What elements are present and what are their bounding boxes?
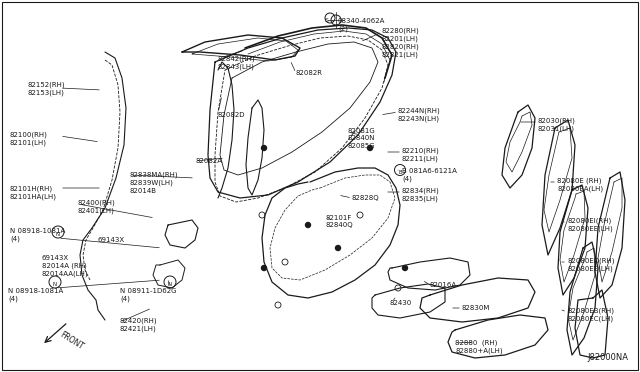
Text: B 081A6-6121A
(4): B 081A6-6121A (4) bbox=[402, 168, 457, 182]
Text: 82101F
82840Q: 82101F 82840Q bbox=[325, 215, 353, 228]
Circle shape bbox=[262, 266, 266, 270]
Text: 82082R: 82082R bbox=[296, 70, 323, 76]
Text: 82080E (RH)
82080EA(LH): 82080E (RH) 82080EA(LH) bbox=[557, 178, 603, 192]
Text: N 08911-1D62G
(4): N 08911-1D62G (4) bbox=[120, 288, 177, 302]
Text: 82280(RH)
82201(LH)
82820(RH)
82821(LH): 82280(RH) 82201(LH) 82820(RH) 82821(LH) bbox=[382, 28, 420, 58]
Text: 82842(RH)
82843(LH): 82842(RH) 82843(LH) bbox=[218, 55, 255, 70]
Circle shape bbox=[335, 246, 340, 250]
Text: FRONT: FRONT bbox=[58, 330, 85, 352]
Text: 82080ED(RH)
82080EE(LH): 82080ED(RH) 82080EE(LH) bbox=[567, 258, 614, 273]
Text: N: N bbox=[56, 231, 60, 237]
Text: 82210(RH)
82211(LH): 82210(RH) 82211(LH) bbox=[402, 148, 440, 163]
Text: 82080EI(RH)
82080EE(LH): 82080EI(RH) 82080EE(LH) bbox=[567, 218, 612, 232]
Text: 82838MA(RH)
82839W(LH)
82014B: 82838MA(RH) 82839W(LH) 82014B bbox=[130, 172, 179, 194]
Text: 82244N(RH)
82243N(LH): 82244N(RH) 82243N(LH) bbox=[398, 108, 441, 122]
Text: 82152(RH)
82153(LH): 82152(RH) 82153(LH) bbox=[28, 82, 66, 96]
Circle shape bbox=[367, 145, 372, 151]
Text: N 08918-1081A
(4): N 08918-1081A (4) bbox=[8, 288, 63, 302]
Text: 82430: 82430 bbox=[390, 300, 412, 306]
Text: 82834(RH)
82835(LH): 82834(RH) 82835(LH) bbox=[402, 188, 440, 202]
Text: J82000NA: J82000NA bbox=[587, 353, 628, 362]
Text: 82100(RH)
82101(LH): 82100(RH) 82101(LH) bbox=[10, 132, 48, 147]
Text: N: N bbox=[168, 282, 172, 286]
Text: 82082D: 82082D bbox=[218, 112, 246, 118]
Text: N: N bbox=[53, 282, 57, 286]
Circle shape bbox=[305, 222, 310, 228]
Text: 08340-4062A
(2): 08340-4062A (2) bbox=[338, 18, 385, 32]
Text: 82420(RH)
82421(LH): 82420(RH) 82421(LH) bbox=[120, 318, 157, 333]
Text: 82828Q: 82828Q bbox=[352, 195, 380, 201]
Text: 82080EB(RH)
82080EC(LH): 82080EB(RH) 82080EC(LH) bbox=[567, 308, 614, 323]
Text: 82030(RH)
82031(LH): 82030(RH) 82031(LH) bbox=[538, 118, 576, 132]
Text: 82400(RH)
82401(LH): 82400(RH) 82401(LH) bbox=[78, 200, 116, 215]
Text: 82880  (RH)
82880+A(LH): 82880 (RH) 82880+A(LH) bbox=[455, 340, 502, 355]
Text: B: B bbox=[398, 170, 402, 174]
Circle shape bbox=[262, 145, 266, 151]
Text: 69143X
82014A (RH)
82014AA(LH): 69143X 82014A (RH) 82014AA(LH) bbox=[42, 255, 88, 277]
Text: 82081G
82840N
82085G: 82081G 82840N 82085G bbox=[348, 128, 376, 149]
Text: 82082A: 82082A bbox=[195, 158, 222, 164]
Text: 82101H(RH)
82101HA(LH): 82101H(RH) 82101HA(LH) bbox=[10, 185, 57, 199]
Text: S: S bbox=[325, 19, 329, 23]
Text: 82830M: 82830M bbox=[462, 305, 490, 311]
Text: N 08918-1081A
(4): N 08918-1081A (4) bbox=[10, 228, 65, 242]
Circle shape bbox=[403, 266, 408, 270]
Text: 69143X: 69143X bbox=[98, 237, 125, 243]
Text: 82016A: 82016A bbox=[430, 282, 457, 288]
